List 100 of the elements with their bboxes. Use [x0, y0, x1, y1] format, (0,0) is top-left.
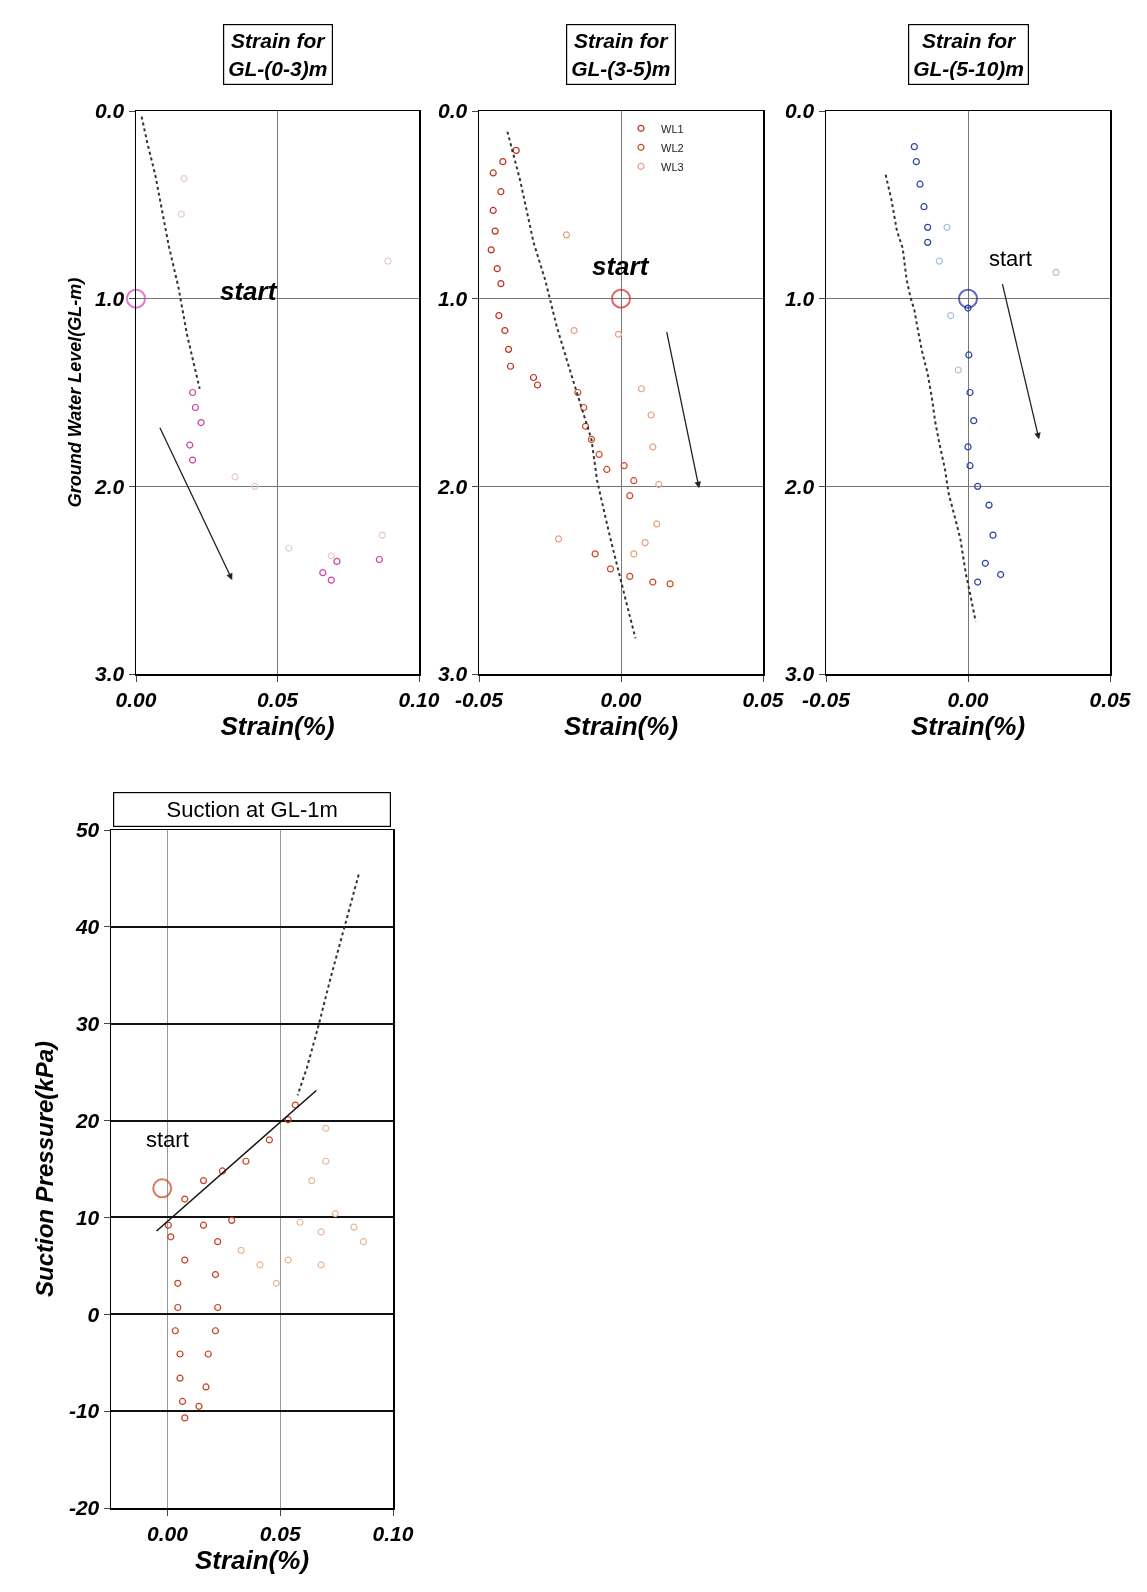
- point: [966, 462, 974, 470]
- point: [181, 1195, 189, 1203]
- point: [965, 351, 973, 359]
- y-tick-label: -10: [68, 1399, 100, 1423]
- y-tick-label: 20: [74, 1108, 100, 1132]
- x-tick-label: 0.00: [947, 687, 989, 711]
- point: [178, 1397, 187, 1406]
- y-tick-label: 0: [87, 1302, 100, 1326]
- point: [228, 1216, 236, 1224]
- y-tick-label: 0.0: [785, 99, 815, 123]
- point: [970, 417, 978, 425]
- point: [218, 1167, 227, 1175]
- line-series: [296, 873, 360, 1097]
- y-axis-title: Ground Water Level(GL-m): [64, 277, 85, 508]
- legend-label: WL1: [661, 122, 684, 135]
- point: [319, 569, 327, 577]
- x-tick-label: 0.05: [257, 687, 299, 711]
- annotation: start: [220, 276, 278, 306]
- point: [256, 1261, 264, 1269]
- point: [487, 246, 495, 254]
- x-axis-title: Strain(%): [563, 710, 679, 741]
- y-tick-label: 40: [74, 915, 100, 939]
- point: [171, 1327, 179, 1335]
- point: [666, 580, 674, 588]
- point: [296, 1218, 304, 1226]
- point: [935, 257, 943, 265]
- point: [284, 1116, 292, 1124]
- annotation: start: [146, 1127, 189, 1152]
- point: [272, 1279, 280, 1287]
- point: [655, 480, 663, 489]
- point: [242, 1157, 250, 1165]
- point: [630, 477, 638, 485]
- point: [606, 565, 615, 573]
- point: [327, 552, 335, 560]
- legend-label: WL2: [661, 141, 684, 154]
- point: [641, 539, 649, 547]
- point: [285, 544, 293, 552]
- point: [581, 422, 590, 430]
- point: [1052, 268, 1060, 276]
- point: [497, 188, 505, 196]
- point: [186, 441, 194, 449]
- point: [191, 403, 200, 412]
- y-tick-label: 3.0: [95, 662, 125, 686]
- point: [574, 388, 582, 397]
- x-tick-label: 0.05: [259, 1521, 301, 1545]
- point: [620, 462, 628, 470]
- point: [331, 1209, 339, 1218]
- point: [506, 362, 515, 370]
- y-tick-label: 1.0: [438, 287, 468, 311]
- point: [974, 578, 982, 586]
- y-tick-label: 2.0: [94, 474, 125, 498]
- point: [308, 1177, 316, 1185]
- point: [265, 1136, 273, 1144]
- x-axis-title: Strain(%): [220, 710, 335, 741]
- point: [322, 1157, 330, 1165]
- point: [920, 203, 928, 211]
- point: [964, 304, 972, 312]
- point: [199, 1221, 208, 1229]
- y-tick-label: 0.0: [95, 99, 125, 123]
- y-tick-label: 2.0: [437, 474, 468, 498]
- point: [284, 1256, 292, 1264]
- x-tick-label: 0.10: [398, 687, 440, 711]
- point: [197, 418, 205, 427]
- point: [614, 330, 623, 338]
- line-series: [140, 115, 201, 390]
- chart-title: Strain for GL-(5-10)m: [913, 29, 1025, 80]
- point: [649, 443, 657, 451]
- point: [350, 1223, 358, 1231]
- point: [626, 572, 634, 581]
- point: [954, 366, 962, 374]
- x-tick-label: 0.10: [372, 1521, 414, 1545]
- point: [195, 1402, 203, 1410]
- point: [317, 1228, 325, 1236]
- point: [501, 326, 509, 335]
- point: [180, 174, 188, 183]
- y-tick-label: 0.0: [438, 99, 468, 123]
- y-tick-label: 3.0: [438, 662, 468, 686]
- point: [176, 1374, 184, 1382]
- point: [231, 473, 239, 481]
- point: [649, 578, 657, 586]
- point: [214, 1303, 222, 1312]
- point: [491, 227, 499, 235]
- point: [214, 1238, 222, 1246]
- point: [333, 557, 341, 565]
- x-tick-label: -0.05: [455, 687, 504, 711]
- point: [562, 231, 571, 239]
- point: [947, 311, 955, 320]
- point: [359, 1238, 368, 1246]
- point: [647, 411, 655, 419]
- point: [966, 388, 974, 397]
- point: [199, 1177, 208, 1185]
- point: [916, 180, 924, 188]
- point: [504, 345, 513, 353]
- point: [489, 169, 497, 177]
- point: [489, 206, 497, 215]
- point: [924, 223, 932, 231]
- point: [554, 535, 563, 543]
- annotation: start: [989, 246, 1032, 271]
- point: [591, 550, 599, 558]
- point: [204, 1350, 212, 1358]
